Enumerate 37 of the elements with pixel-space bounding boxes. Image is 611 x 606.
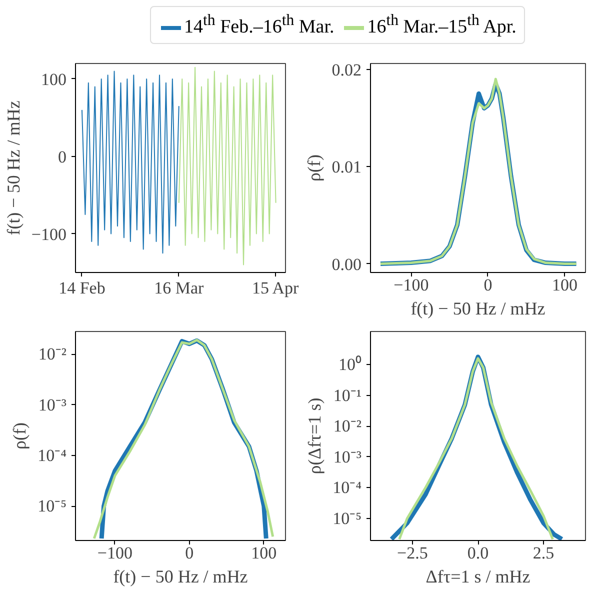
legend-label: 14$^{th}$ Feb.–16$^{th}$ Mar. [184,12,334,38]
x-tick-label: 100 [552,276,578,294]
y-tick-label: 0.00 [332,254,362,274]
y-tick-label: 10⁻³ [333,447,362,466]
x-axis-title: Δfτ=1 s / mHz [426,566,530,586]
y-tick-label: 10⁰ [338,355,362,374]
x-tick-label: 0 [484,276,492,294]
x-tick-label: 100 [251,544,277,562]
legend-label: 16$^{th}$ Mar.–15$^{th}$ Apr. [367,12,516,38]
y-tick-label: 10⁻⁵ [38,496,67,516]
x-tick-label: 16 Mar [154,278,204,298]
y-tick-label: 100 [41,70,66,89]
y-tick-label: 10⁻³ [38,395,67,414]
y-axis-title: ρ(f) [304,154,324,182]
x-tick-label: 2.5 [532,544,554,562]
y-tick-label: 0.01 [332,158,362,177]
x-tick-label: −2.5 [397,544,428,562]
y-axis-title: ρ(Δfτ=1 s) [304,398,325,474]
y-tick-label: 10⁻⁴ [332,478,362,498]
y-tick-label: 10⁻⁴ [38,446,67,465]
x-axis-title: f(t) − 50 Hz / mHz [113,566,248,586]
y-tick-label: 10⁻² [333,416,362,436]
x-tick-label: 15 Apr [252,278,300,298]
x-axis-title: f(t) − 50 Hz / mHz [410,298,546,318]
x-tick-label: −100 [394,276,429,294]
x-tick-label: 0.0 [467,544,489,562]
y-tick-label: 10⁻¹ [333,386,362,405]
y-tick-label: 10⁻² [38,344,67,364]
y-tick-label: 0 [58,147,66,166]
x-tick-label: 14 Feb [58,278,106,298]
y-tick-label: 10⁻⁵ [332,508,362,528]
y-tick-label: 0.02 [332,60,362,80]
y-axis-title: f(t) − 50 Hz / mHz [3,100,24,236]
y-axis-title: ρ(f) [10,422,30,450]
y-tick-label: −100 [31,224,67,244]
x-tick-label: 0 [185,544,194,562]
x-tick-label: −100 [97,544,133,562]
